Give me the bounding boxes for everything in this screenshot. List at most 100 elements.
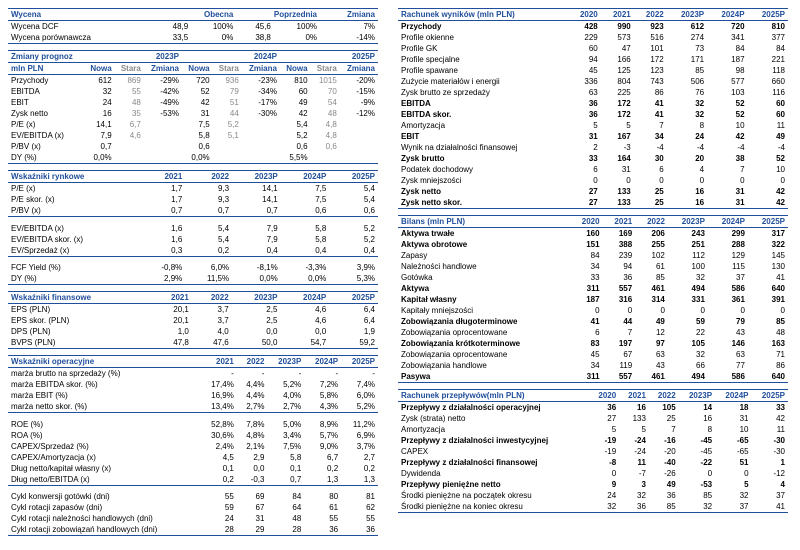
cell: 0 — [603, 305, 636, 316]
row-label: P/BV (x) — [8, 205, 140, 217]
cell: 118 — [748, 65, 788, 76]
bilans-table: Bilans (mln PLN) 2020 2021 2022 2023P 20… — [398, 215, 788, 383]
cell: 0,7 — [84, 141, 115, 152]
cell: 52 — [748, 153, 788, 164]
cell: -19 — [589, 446, 619, 457]
cell: 388 — [603, 239, 636, 250]
cell: 16,9% — [201, 390, 237, 401]
cell: 49 — [748, 131, 788, 142]
cell: 52 — [707, 98, 747, 109]
row-label: Zobowiązania oprocentowane — [398, 327, 570, 338]
cell: 577 — [707, 76, 747, 87]
table-row: Zysk netto2713325163142 — [398, 186, 788, 197]
cell: 31 — [707, 186, 747, 197]
cell: 1,9 — [329, 326, 378, 337]
table-row: Kapitały mniejszości000000 — [398, 305, 788, 316]
cell: 36 — [568, 98, 601, 109]
cell: 30,6% — [201, 430, 237, 441]
cell: 494 — [668, 371, 708, 383]
cell: 461 — [635, 283, 668, 294]
table-row: Profile specjalne94166172171187221 — [398, 54, 788, 65]
cell: 0% — [274, 32, 320, 44]
cell: 8 — [679, 424, 715, 435]
cell: 59,2 — [329, 337, 378, 349]
cell: 1 — [752, 457, 788, 468]
cell: 5,5% — [280, 152, 311, 164]
table-row: CAPEX/Sprzedaż (%)2,4%2,1%7,5%9,0%3,7% — [8, 441, 378, 452]
cell: 54,7 — [280, 337, 329, 349]
rachunek-table: Rachunek wyników (mln PLN) 2020 2021 202… — [398, 8, 788, 209]
row-label: Amortyzacja — [398, 120, 568, 131]
cell: 0,6 — [182, 141, 213, 152]
cell: 85 — [748, 316, 788, 327]
row-label: EV/EBITDA skor. (x) — [8, 234, 140, 245]
cell: 5,4 — [329, 183, 378, 195]
cell: 7 — [649, 424, 679, 435]
row-label: Środki pieniężne na początek okresu — [398, 490, 589, 501]
cell: 239 — [603, 250, 636, 261]
cell: -7 — [619, 468, 649, 479]
row-label: Dług netto/kapitał własny (x) — [8, 463, 201, 474]
table-row: Amortyzacja55781011 — [398, 424, 788, 435]
table-row: P/E (x)1,79,314,17,55,4 — [8, 183, 378, 195]
cell: 5,2% — [341, 401, 378, 413]
table-row: Należności handlowe349461100115130 — [398, 261, 788, 272]
cell: -34% — [242, 86, 280, 97]
cell: 0,4 — [329, 245, 378, 257]
cell: 0 — [748, 175, 788, 186]
cell: 6,0% — [185, 262, 232, 273]
cell: -19 — [589, 435, 619, 446]
table-row: EBIT2448-49%4251-17%4954-9% — [8, 97, 378, 108]
cell — [144, 141, 182, 152]
cell: 0,3 — [140, 245, 185, 257]
cell: 7,5% — [267, 441, 304, 452]
cell: 5,4 — [329, 194, 378, 205]
cell: 43 — [708, 327, 748, 338]
row-label: Cykl rotacji zobowiązań handlowych (dni) — [8, 524, 201, 536]
table-row: P/E skor. (x)1,79,314,17,55,4 — [8, 194, 378, 205]
cell: -0,3 — [237, 474, 268, 486]
row-label: Profile spawane — [398, 65, 568, 76]
cell: 37 — [708, 272, 748, 283]
table-row: Zysk netto1635-53%3144-30%4248-12% — [8, 108, 378, 119]
row-label: Przepływy z działalności inwestycyjnej — [398, 435, 589, 446]
table-row: Aktywa trwałe160169206243299317 — [398, 228, 788, 240]
table-row: Cykl rotacji należności handlowych (dni)… — [8, 513, 378, 524]
row-label: Dług netto/EBITDA (x) — [8, 474, 201, 486]
table-row: P/BV (x)0,70,60,60,6 — [8, 141, 378, 152]
cell: 31 — [182, 108, 213, 119]
cell: 251 — [668, 239, 708, 250]
cell: 32 — [668, 349, 708, 360]
cell: 2,7% — [237, 401, 268, 413]
cell: 27 — [589, 413, 619, 424]
cell — [340, 130, 378, 141]
cell: 5 — [568, 120, 601, 131]
table-row: Zobowiązania oprocentowane456763326371 — [398, 349, 788, 360]
cell: 60 — [280, 86, 311, 97]
cell: 100% — [274, 21, 320, 33]
table-row: Zobowiązania krótkoterminowe831979710514… — [398, 338, 788, 349]
cell: 187 — [570, 294, 603, 305]
cell: 516 — [634, 32, 667, 43]
cell: 34 — [570, 360, 603, 371]
cell: 0 — [679, 468, 715, 479]
cell: -53% — [144, 108, 182, 119]
cell: 44 — [213, 108, 242, 119]
cell: 77 — [708, 360, 748, 371]
cell: 1,6 — [140, 223, 185, 234]
cell — [213, 141, 242, 152]
cell: 48 — [115, 97, 144, 108]
cell: 70 — [311, 86, 340, 97]
cell: 32 — [619, 490, 649, 501]
cell: 5,2 — [213, 119, 242, 130]
cell: 34 — [570, 261, 603, 272]
cell: 62 — [341, 502, 378, 513]
cell: 4,8% — [237, 430, 268, 441]
cell: 243 — [668, 228, 708, 240]
cell: 336 — [568, 76, 601, 87]
cell: 146 — [708, 338, 748, 349]
cell: -45 — [679, 435, 715, 446]
cell: 133 — [619, 413, 649, 424]
cell: 112 — [668, 250, 708, 261]
cell: 869 — [115, 75, 144, 87]
